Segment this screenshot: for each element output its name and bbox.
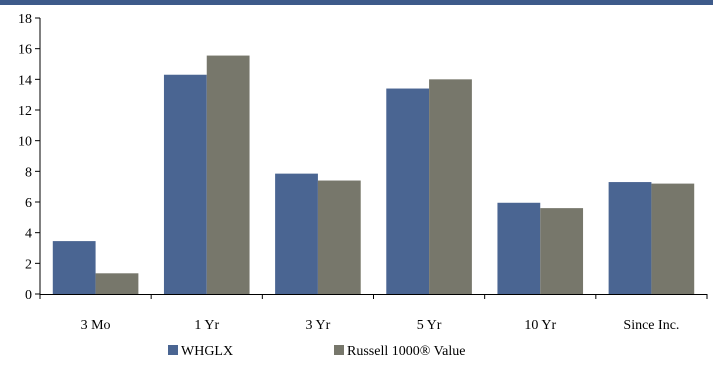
- y-tick-label: 10: [18, 135, 32, 150]
- axes-layer: [39, 18, 708, 299]
- y-tick-label: 12: [18, 104, 32, 119]
- x-category-label: 5 Yr: [417, 318, 442, 333]
- x-category-label: Since Inc.: [623, 318, 679, 333]
- bar-russell-1000-value-3-mo: [95, 273, 139, 294]
- x-axis-categories: 3 Mo 1 Yr 3 Yr 5 Yr 10 Yr Since Inc.: [81, 318, 680, 333]
- y-tick-label: 8: [25, 165, 32, 180]
- bar-russell-1000-value-5-yr: [429, 79, 472, 294]
- y-tick-label: 6: [25, 196, 32, 211]
- y-tick-label: 2: [25, 257, 32, 272]
- x-category-label: 3 Mo: [81, 318, 111, 333]
- legend-label: WHGLX: [181, 344, 233, 359]
- bar-whglx-10-yr: [497, 202, 541, 294]
- y-tick-label: 18: [18, 12, 32, 27]
- y-tick-label: 0: [25, 288, 32, 303]
- bar-whglx-since-inc-: [608, 182, 652, 294]
- legend-label: Russell 1000® Value: [347, 344, 466, 359]
- header-band: [0, 0, 713, 5]
- bar-russell-1000-value-1-yr: [206, 55, 250, 294]
- legend: WHGLX Russell 1000® Value: [168, 344, 466, 359]
- bars-layer: [52, 55, 695, 295]
- bar-whglx-3-mo: [52, 241, 96, 294]
- x-category-label: 3 Yr: [306, 318, 331, 333]
- x-category-label: 1 Yr: [194, 318, 219, 333]
- legend-swatch: [168, 345, 178, 355]
- bar-russell-1000-value-10-yr: [540, 208, 584, 294]
- bar-russell-1000-value-since-inc-: [651, 183, 695, 294]
- y-axis-ticks: 0 2 4 6 8 10 12 14 16 18: [18, 12, 40, 303]
- bar-whglx-3-yr: [275, 173, 318, 294]
- y-tick-label: 16: [18, 43, 32, 58]
- bar-russell-1000-value-3-yr: [317, 180, 361, 294]
- bar-whglx-5-yr: [386, 88, 430, 295]
- bar-whglx-1-yr: [163, 74, 207, 294]
- legend-swatch: [334, 345, 344, 355]
- y-tick-label: 14: [18, 73, 32, 88]
- y-tick-label: 4: [25, 227, 32, 242]
- x-category-label: 10 Yr: [524, 318, 556, 333]
